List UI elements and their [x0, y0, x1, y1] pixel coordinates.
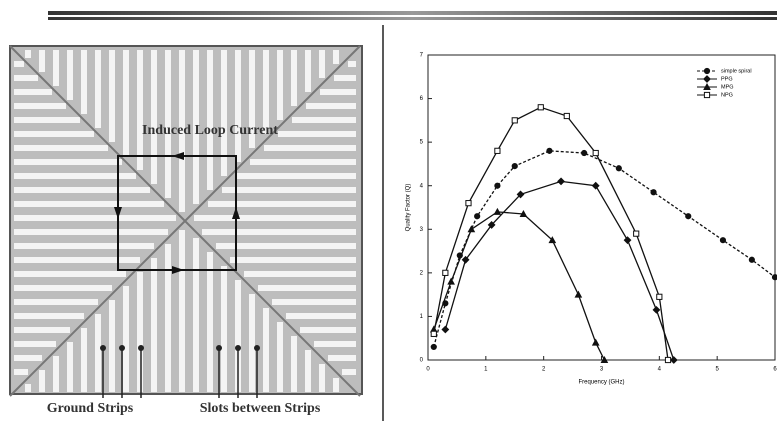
y-tick-label: 1: [420, 314, 424, 320]
marker: [475, 214, 480, 219]
pointer-head: [254, 345, 260, 351]
marker: [512, 118, 517, 123]
marker: [495, 183, 500, 188]
marker: [593, 340, 599, 346]
marker: [657, 294, 662, 299]
marker: [651, 190, 656, 195]
marker: [495, 148, 500, 153]
y-tick-label: 6: [420, 96, 424, 102]
marker: [671, 357, 677, 363]
pointer-head: [119, 345, 125, 351]
y-axis-label: Quality Factor (Q): [406, 184, 412, 232]
marker: [624, 237, 630, 243]
x-tick-label: 5: [715, 367, 719, 373]
marker: [720, 238, 725, 243]
series-line: [445, 181, 673, 360]
y-tick-label: 4: [420, 183, 424, 189]
x-tick-label: 0: [426, 367, 430, 373]
marker: [564, 113, 569, 118]
diagram: [10, 46, 362, 398]
page: Induced Loop Current Ground Strips Slots…: [0, 0, 777, 421]
marker: [653, 307, 659, 313]
slots-label: Slots between Strips: [200, 401, 321, 416]
marker: [704, 76, 710, 82]
marker: [558, 178, 564, 184]
marker: [538, 105, 543, 110]
x-tick-label: 3: [600, 367, 604, 373]
top-bar: [48, 11, 777, 15]
x-tick-label: 1: [484, 367, 488, 373]
marker: [431, 344, 436, 349]
x-tick-label: 2: [542, 367, 546, 373]
marker: [704, 68, 709, 73]
loop-label: Induced Loop Current: [142, 123, 278, 138]
marker: [593, 150, 598, 155]
pointer-head: [100, 345, 106, 351]
marker: [616, 166, 621, 171]
marker: [749, 257, 754, 262]
legend-label: MPG: [721, 84, 734, 90]
marker: [442, 326, 448, 332]
marker: [772, 275, 777, 280]
legend-label: simple spiral: [721, 68, 752, 74]
pointer-head: [138, 345, 144, 351]
x-tick-label: 4: [658, 367, 662, 373]
plot-frame: [428, 55, 775, 360]
chart: 0 1 2 3 4 5 6 0 1 2 3 4 5 6 7 Frequency (GHz) Quality Fa…: [406, 53, 777, 386]
slide: Induced Loop Current Ground Strips Slots…: [0, 0, 777, 421]
marker: [686, 214, 691, 219]
y-tick-label: 0: [420, 358, 424, 364]
series-line: [434, 107, 668, 360]
y-tick-label: 5: [420, 140, 424, 146]
marker: [582, 150, 587, 155]
marker: [431, 331, 436, 336]
marker: [547, 148, 552, 153]
top-bar: [48, 17, 777, 20]
marker: [466, 201, 471, 206]
series-line: [434, 212, 605, 360]
marker: [575, 292, 581, 298]
marker: [634, 231, 639, 236]
y-tick-label: 7: [420, 53, 424, 59]
marker: [593, 183, 599, 189]
x-axis-label: Frequency (GHz): [578, 380, 624, 386]
series-line: [434, 151, 775, 347]
legend-label: NPG: [721, 92, 733, 98]
pointer-head: [216, 345, 222, 351]
marker: [512, 164, 517, 169]
legend-label: PPG: [721, 76, 733, 82]
y-tick-label: 3: [420, 227, 424, 233]
marker: [443, 270, 448, 275]
pointer-head: [235, 345, 241, 351]
marker: [704, 92, 709, 97]
marker: [665, 357, 670, 362]
y-tick-label: 2: [420, 270, 424, 276]
x-tick-label: 6: [773, 367, 777, 373]
ground-label: Ground Strips: [47, 401, 134, 416]
